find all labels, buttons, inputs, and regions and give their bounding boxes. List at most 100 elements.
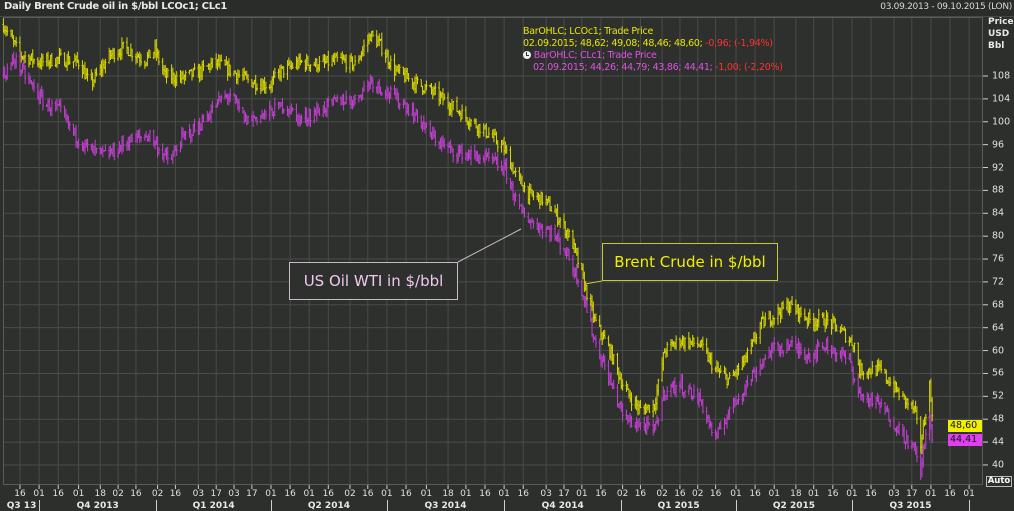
brent-bar — [323, 54, 326, 68]
wti-bar — [94, 139, 97, 156]
brent-bar — [326, 56, 329, 63]
wti-bar — [857, 373, 860, 398]
brent-bar — [31, 49, 34, 68]
brent-bar — [85, 68, 88, 80]
brent-bar — [443, 93, 446, 101]
wti-bar — [573, 266, 576, 280]
wti-bar — [523, 207, 526, 218]
wti-bar — [598, 338, 601, 360]
brent-bar — [348, 54, 351, 74]
brent-bar — [736, 365, 739, 380]
brent-bar — [799, 306, 802, 318]
brent-bar — [648, 404, 651, 414]
grid — [4, 18, 988, 489]
brent-bar — [732, 369, 735, 377]
x-tick-label: 16 — [634, 489, 647, 499]
brent-bar — [126, 37, 129, 54]
brent-bar — [835, 324, 838, 332]
brent-bar — [859, 359, 862, 380]
x-tick-label: 03 — [228, 489, 240, 499]
wti-bar — [715, 431, 718, 440]
wti-bar — [813, 349, 816, 360]
brent-bar — [352, 64, 355, 72]
plot-area[interactable] — [3, 17, 983, 485]
brent-bar — [72, 60, 75, 69]
wti-bar — [885, 406, 888, 413]
brent-bar — [608, 343, 611, 360]
wti-bar — [914, 441, 917, 455]
brent-bar — [174, 74, 177, 88]
y-tick-label: 104 — [992, 93, 1011, 105]
wti-bar — [548, 225, 551, 243]
x-tick-label: 16 — [749, 489, 761, 499]
brent-bar — [652, 399, 655, 418]
brent-bar — [656, 384, 658, 411]
wti-bar — [532, 219, 535, 229]
wti-bar — [571, 254, 574, 277]
wti-bar — [537, 222, 540, 233]
brent-bar — [910, 401, 913, 409]
wti-bar — [709, 420, 712, 428]
brent-bar — [807, 312, 810, 327]
x-tick-label: 01 — [498, 489, 510, 499]
brent-bar — [11, 29, 14, 39]
brent-bar — [550, 205, 553, 212]
wti-bar — [924, 429, 927, 450]
brent-bar — [134, 53, 137, 65]
brent-bar — [696, 336, 699, 348]
x-tick-label: 16 — [52, 489, 64, 499]
wti-bar — [216, 99, 219, 108]
wti-bar — [884, 402, 887, 415]
wti-bar — [138, 128, 141, 144]
brent-bar — [675, 335, 678, 350]
wti-bar — [653, 424, 656, 433]
brent-bar — [782, 300, 785, 310]
brent-bar — [898, 387, 901, 401]
quarter-label: Q3 13 — [6, 501, 37, 511]
x-tick-label: 16 — [284, 489, 296, 499]
wti-bar — [39, 88, 42, 105]
brent-bar — [559, 217, 562, 229]
wti-bar — [441, 135, 444, 148]
brent-bar — [805, 316, 808, 321]
wti-bar — [224, 90, 227, 100]
wti-bar — [100, 148, 103, 155]
brent-bar — [528, 183, 531, 205]
quarter-label: Q1 2015 — [657, 501, 700, 511]
quarter-label: Q2 2014 — [307, 501, 350, 511]
brent-bar — [785, 297, 788, 311]
wti-bar — [13, 58, 16, 70]
brent-bar — [787, 298, 790, 314]
clock-icon[interactable] — [523, 51, 531, 59]
brent-bar — [547, 196, 550, 203]
x-tick-label: 01 — [265, 489, 277, 499]
brent-bar — [867, 368, 870, 380]
brent-bar — [387, 49, 390, 69]
wti-bar — [140, 136, 143, 142]
wti-bar — [531, 217, 534, 223]
wti-bar — [193, 118, 196, 133]
wti-bar — [859, 386, 862, 401]
brent-bar — [540, 191, 543, 206]
brent-bar — [136, 51, 139, 64]
brent-bar — [708, 352, 711, 364]
brent-bar — [73, 53, 76, 62]
wti-bar — [714, 428, 717, 440]
brent-bar — [406, 67, 409, 80]
brent-bar — [345, 53, 348, 73]
brent-bar — [750, 338, 753, 355]
brent-bar — [309, 64, 312, 73]
wti-bar — [678, 381, 681, 393]
brent-bar — [726, 374, 729, 389]
brent-bar — [277, 68, 280, 79]
x-tick-label: 02 — [616, 489, 629, 499]
brent-bar — [199, 65, 202, 81]
auto-scale-button[interactable]: Auto — [986, 476, 1012, 487]
brent-bar — [645, 404, 648, 413]
wti-bar — [799, 343, 802, 356]
x-tick-label: 01 — [576, 489, 588, 499]
wti-bar — [238, 99, 241, 113]
wti-bar — [675, 384, 678, 398]
wti-bar — [387, 87, 390, 99]
x-tick-label: 17 — [906, 489, 918, 499]
